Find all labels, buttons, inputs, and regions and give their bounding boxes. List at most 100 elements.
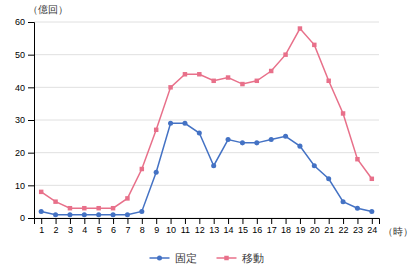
x-tick: 12 — [195, 218, 205, 235]
series-group — [39, 26, 375, 217]
y-tick-mark — [28, 22, 34, 23]
y-axis-label: （億回） — [28, 4, 68, 15]
x-tick-mark — [300, 218, 301, 224]
x-tick-mark — [171, 218, 172, 224]
x-tick-mark — [84, 218, 85, 224]
x-tick: 15 — [238, 218, 248, 235]
x-tick-label: 17 — [267, 225, 277, 235]
series-marker — [326, 176, 331, 181]
x-tick-mark — [372, 218, 373, 224]
x-tick: 22 — [339, 218, 349, 235]
x-tick-mark — [242, 218, 243, 224]
x-tick: 24 — [367, 218, 377, 235]
series-marker — [39, 209, 44, 214]
x-tick-label: 12 — [195, 225, 205, 235]
y-tick-label: 30 — [15, 115, 25, 125]
y-tick: 40 — [15, 83, 34, 93]
x-tick-label: 8 — [140, 225, 145, 235]
series-marker — [283, 52, 287, 56]
legend-item: 移動 — [217, 252, 264, 265]
series-marker — [370, 177, 374, 181]
x-tick-label: 23 — [353, 225, 363, 235]
x-tick: 18 — [281, 218, 291, 235]
x-tick-label: 2 — [54, 225, 59, 235]
series-marker — [240, 140, 245, 145]
x-tick: 7 — [125, 218, 130, 235]
grid-line — [34, 120, 379, 121]
series-marker — [326, 79, 330, 83]
series-marker — [125, 196, 129, 200]
y-tick-mark — [28, 120, 34, 121]
legend-label: 固定 — [175, 252, 197, 265]
legend-marker — [157, 255, 162, 260]
x-tick-mark — [199, 218, 200, 224]
y-tick-label: 10 — [15, 181, 25, 191]
series-marker — [355, 157, 359, 161]
series-marker — [312, 43, 316, 47]
series-marker — [240, 82, 244, 86]
x-tick: 1 — [39, 218, 44, 235]
series-marker — [154, 128, 158, 132]
series-marker — [68, 206, 72, 210]
y-axis-line — [28, 23, 35, 219]
series-marker — [53, 199, 57, 203]
series-marker — [168, 121, 173, 126]
y-tick: 60 — [15, 17, 34, 27]
x-tick-mark — [99, 218, 100, 224]
series-line — [41, 29, 372, 209]
x-tick-mark — [343, 218, 344, 224]
x-axis: 123456789101112131415161718192021222324 — [35, 218, 380, 235]
x-tick-label: 18 — [281, 225, 291, 235]
x-tick: 20 — [310, 218, 320, 235]
x-tick-label: 4 — [82, 225, 87, 235]
series-marker — [211, 163, 216, 168]
x-tick-mark — [286, 218, 287, 224]
grid-line — [34, 87, 379, 88]
y-tick-label: 0 — [20, 213, 25, 223]
series-line — [41, 123, 372, 214]
x-tick-label: 3 — [68, 225, 73, 235]
series-marker — [96, 206, 100, 210]
y-tick: 20 — [15, 148, 34, 158]
series-marker — [355, 206, 360, 211]
series-marker — [168, 85, 172, 89]
series-marker — [125, 212, 130, 217]
x-tick-mark — [329, 218, 330, 224]
y-tick: 30 — [15, 115, 34, 125]
x-tick: 14 — [224, 218, 234, 235]
x-tick-label: 9 — [154, 225, 159, 235]
series-marker — [182, 121, 187, 126]
x-tick-label: 1 — [39, 225, 44, 235]
series-marker — [211, 79, 215, 83]
series-marker — [111, 212, 116, 217]
y-tick: 50 — [15, 50, 34, 60]
series-marker — [255, 79, 259, 83]
grid-line — [34, 22, 379, 23]
x-tick-label: 16 — [252, 225, 262, 235]
x-tick-label: 7 — [125, 225, 130, 235]
y-tick-mark — [28, 55, 34, 56]
grid — [34, 22, 379, 218]
series-marker — [96, 212, 101, 217]
series-marker — [341, 199, 346, 204]
y-tick-mark — [28, 185, 34, 186]
x-tick: 4 — [82, 218, 87, 235]
x-tick-label: 19 — [295, 225, 305, 235]
x-axis-line — [35, 219, 380, 225]
y-tick-mark — [28, 218, 34, 219]
x-tick-mark — [156, 218, 157, 224]
grid-line — [34, 54, 379, 55]
x-tick-label: 5 — [97, 225, 102, 235]
y-tick-label: 60 — [15, 17, 25, 27]
legend-label: 移動 — [242, 252, 264, 265]
y-axis: 0 10 20 30 40 50 60 — [15, 17, 35, 223]
x-tick-mark — [70, 218, 71, 224]
x-tick-label: 20 — [310, 225, 320, 235]
y-tick-label: 20 — [15, 148, 25, 158]
legend-item: 固定 — [150, 252, 197, 265]
series-marker — [298, 26, 302, 30]
y-tick: 0 — [20, 213, 34, 223]
x-tick: 23 — [353, 218, 363, 235]
x-tick-mark — [228, 218, 229, 224]
series-marker — [154, 170, 159, 175]
